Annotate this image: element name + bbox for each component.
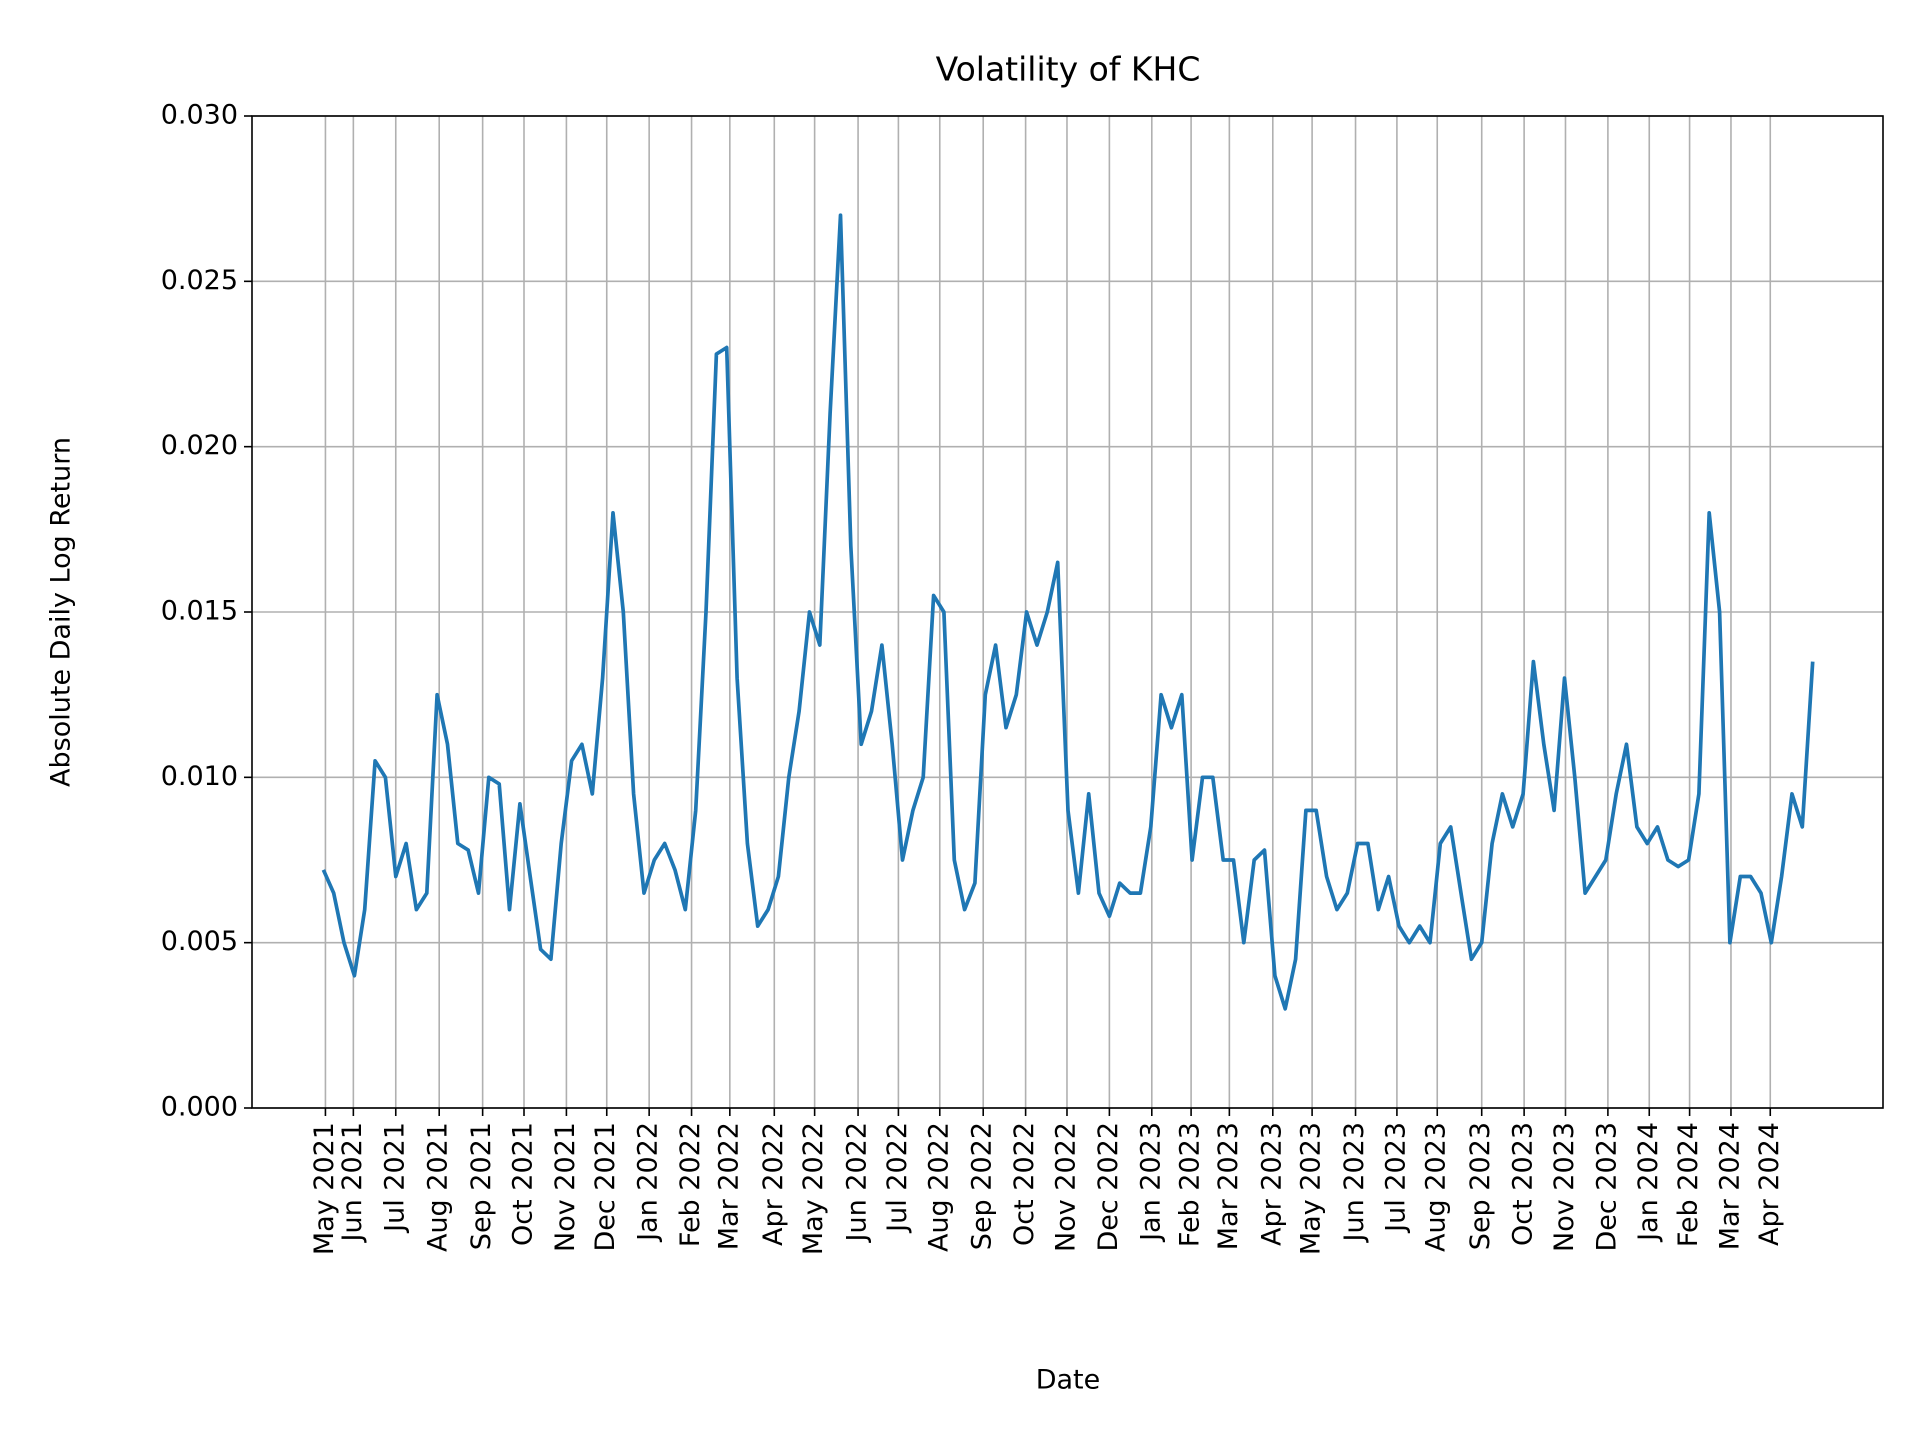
y-tick-label: 0.010 xyxy=(161,761,238,792)
x-tick-label: Nov 2023 xyxy=(1549,1122,1580,1252)
x-tick-label: Sep 2021 xyxy=(466,1122,497,1250)
chart-title: Volatility of KHC xyxy=(936,50,1201,89)
y-axis-label: Absolute Daily Log Return xyxy=(46,437,77,787)
x-tick-label: Mar 2022 xyxy=(713,1122,744,1250)
x-tick-label: Sep 2023 xyxy=(1465,1122,1496,1250)
x-tick-label: Oct 2022 xyxy=(1009,1122,1040,1246)
x-tick-label: Feb 2024 xyxy=(1673,1122,1704,1247)
x-tick-label: Aug 2021 xyxy=(423,1122,454,1252)
x-tick-label: May 2022 xyxy=(798,1122,829,1255)
x-tick-label: Jan 2024 xyxy=(1633,1122,1664,1243)
x-tick-label: Aug 2022 xyxy=(923,1122,954,1252)
x-tick-label: Mar 2024 xyxy=(1714,1122,1745,1250)
y-tick-label: 0.000 xyxy=(161,1092,238,1123)
y-tick-label: 0.005 xyxy=(161,926,238,957)
x-tick-label: Jan 2023 xyxy=(1135,1122,1166,1243)
y-tick-label: 0.025 xyxy=(161,265,238,296)
x-tick-label: Jul 2022 xyxy=(882,1122,913,1234)
x-tick-label: Jun 2022 xyxy=(842,1122,873,1243)
x-tick-label: Jan 2022 xyxy=(633,1122,664,1243)
x-tick-label: Apr 2022 xyxy=(758,1122,789,1246)
x-tick-label: Sep 2022 xyxy=(967,1122,998,1250)
x-tick-label: Dec 2022 xyxy=(1093,1122,1124,1252)
x-tick-label: Dec 2021 xyxy=(590,1122,621,1252)
x-tick-label: Oct 2021 xyxy=(508,1122,539,1246)
x-tick-label: Jun 2023 xyxy=(1339,1122,1370,1243)
x-tick-label: May 2021 xyxy=(309,1122,340,1255)
x-tick-label: Nov 2021 xyxy=(550,1122,581,1252)
x-tick-label: Apr 2023 xyxy=(1256,1122,1287,1246)
data-line xyxy=(321,213,1815,1011)
x-tick-label: Dec 2023 xyxy=(1591,1122,1622,1252)
x-axis-label: Date xyxy=(1036,1365,1101,1396)
x-tick-label: Mar 2023 xyxy=(1213,1122,1244,1250)
y-tick-label: 0.030 xyxy=(161,100,238,131)
y-tick-label: 0.015 xyxy=(161,596,238,627)
x-tick-label: Apr 2024 xyxy=(1754,1122,1785,1246)
x-tick-label: Oct 2023 xyxy=(1508,1122,1539,1246)
x-tick-label: Jul 2021 xyxy=(379,1122,410,1234)
x-tick-label: May 2023 xyxy=(1296,1122,1327,1255)
x-tick-label: Feb 2022 xyxy=(675,1122,706,1247)
plot-frame xyxy=(251,115,1884,1109)
x-tick-label: Nov 2022 xyxy=(1050,1122,1081,1252)
x-tick-label: Jul 2023 xyxy=(1380,1122,1411,1234)
x-tick-label: Feb 2023 xyxy=(1175,1122,1206,1247)
y-tick-label: 0.020 xyxy=(161,430,238,461)
x-tick-label: Aug 2023 xyxy=(1421,1122,1452,1252)
x-tick-label: Jun 2021 xyxy=(337,1122,368,1243)
